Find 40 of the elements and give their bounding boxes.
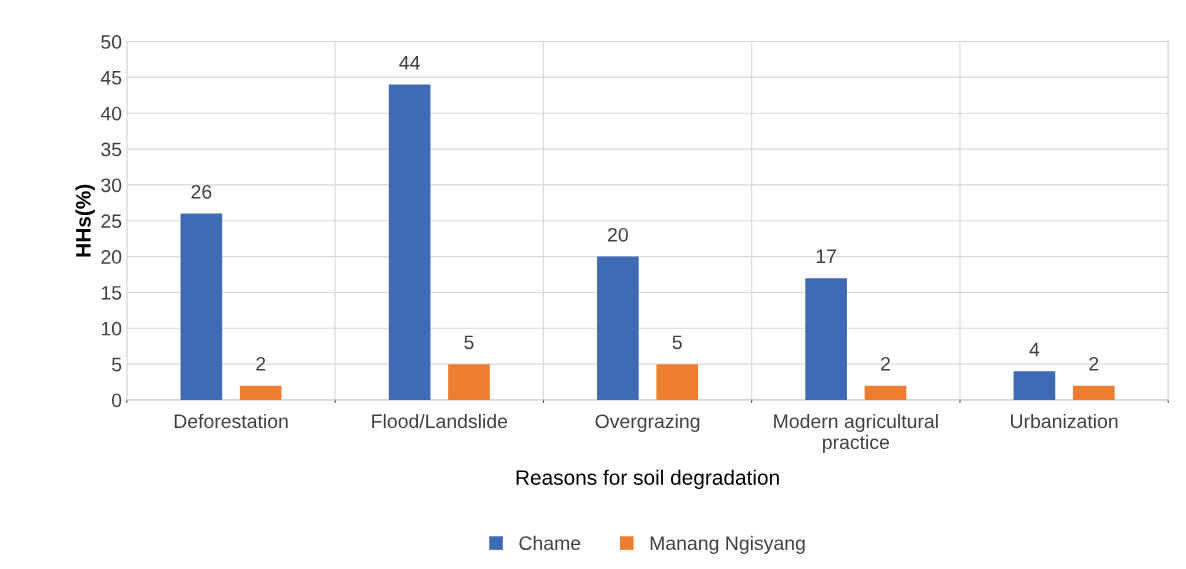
y-tick-label: 35 [101, 142, 122, 157]
bar [805, 278, 847, 401]
bar [1072, 385, 1115, 401]
y-axis-title: HHs(%) [75, 184, 95, 257]
x-tick-label: Overgrazing [595, 413, 700, 433]
bar [239, 385, 282, 401]
data-label: 2 [881, 356, 890, 371]
data-label: 5 [464, 335, 474, 350]
x-tick-label: Deforestation [174, 413, 288, 429]
y-tick-label: 20 [101, 250, 122, 264]
y-tick-label: 0 [111, 393, 122, 408]
data-label: 20 [608, 227, 628, 242]
data-label: 26 [191, 184, 212, 199]
legend-label: Chame [519, 535, 581, 551]
data-label: 2 [256, 356, 266, 371]
data-label: 2 [1089, 356, 1099, 371]
y-tick-label: 15 [101, 286, 122, 300]
x-tick-label: Flood/Landslide [372, 413, 508, 429]
bar [388, 84, 431, 401]
data-label: 44 [399, 56, 420, 70]
x-tick-label: Urbanization [1011, 413, 1118, 429]
y-tick-label: 50 [101, 35, 122, 49]
y-tick-label: 30 [101, 178, 122, 193]
x-tick-label: Modern agricultural practice [774, 413, 938, 453]
y-tick-label: 10 [101, 321, 122, 336]
legend-label: Manang Ngisyang [650, 535, 805, 554]
bar [1013, 371, 1056, 401]
data-label: 5 [672, 335, 682, 350]
bar [448, 364, 490, 401]
bar [597, 256, 639, 401]
y-tick-label: 5 [112, 357, 122, 372]
bar [180, 213, 223, 401]
y-tick-label: 40 [100, 106, 122, 121]
bar [864, 385, 907, 401]
y-tick-label: 45 [100, 71, 122, 85]
bar [656, 364, 699, 401]
data-label: 17 [816, 249, 836, 263]
x-axis-title: Reasons for soil degradation [516, 469, 779, 490]
data-label: 4 [1029, 342, 1040, 357]
y-tick-label: 25 [101, 214, 122, 229]
